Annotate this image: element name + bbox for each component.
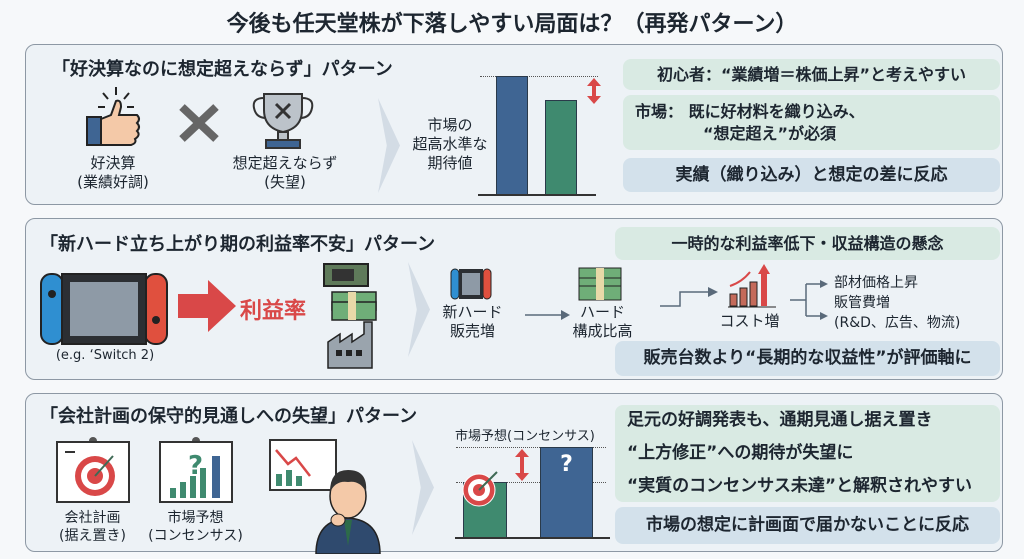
x-mark-icon <box>179 104 219 142</box>
note-market: 市場： 既に好材料を織り込み、 “想定超え”が必須 <box>623 95 1000 150</box>
consensus-label: 市場予想 (コンセンサス) <box>148 510 243 545</box>
flow-text: 構成比高 <box>572 321 633 340</box>
big-arrow-right-icon <box>178 280 236 332</box>
expectation-dotted-line <box>480 76 598 77</box>
no-beat-sub: (失望) <box>264 172 306 191</box>
flow-text: 販売増 <box>449 321 495 340</box>
flow-text: ハード <box>579 303 625 321</box>
chart-baseline <box>478 194 596 196</box>
consensus-dotted-line <box>456 447 606 448</box>
page-title: 今後も任天堂株が下落しやすい局面は？（再発パターン） <box>226 12 798 37</box>
double-arrow-icon <box>515 449 529 481</box>
trophy-x-icon <box>252 93 314 149</box>
target-board-icon <box>56 437 130 503</box>
cost-breakdown: 部材価格上昇 販管費増 (R&D、広告、物流) <box>834 273 960 333</box>
no-beat-text: 想定超えならず <box>232 154 338 172</box>
flow-cost-increase: コスト増 <box>719 312 780 330</box>
rising-cost-chart-icon <box>728 264 776 308</box>
expectation-label: 市場の 超高水準な 期待値 <box>405 116 495 172</box>
target-icon <box>462 471 498 507</box>
console-small-icon <box>450 268 492 300</box>
pattern2-heading: 「新ハード立ち上がり期の利益率不安」パターン <box>40 234 436 255</box>
note-line: 足元の好調発表も、通期見通し据え置き <box>627 410 933 430</box>
pattern3-conclusion: 市場の想定に計画面で届かないことに反応 <box>615 507 1000 544</box>
note-line: “上方修正”への期待が失望に <box>627 443 854 463</box>
plan-label: 会社計画 (据え置き) <box>50 510 135 545</box>
pattern3-heading: 「会社計画の保守的見通しへの失望」パターン <box>40 406 418 427</box>
note-line: “実質のコンセンサス未達”と解釈されやすい <box>627 476 973 496</box>
note-market-line1: 市場： 既に好材料を織り込み、 <box>635 101 865 121</box>
consensus-sub: (コンセンサス) <box>148 527 243 544</box>
pattern2-top-note: 一時的な利益率低下・収益構造の懸念 <box>615 227 1000 260</box>
consensus-bar: ? <box>540 447 593 538</box>
expectation-line: 期待値 <box>427 153 473 172</box>
plan-dotted-line <box>456 482 606 483</box>
pattern1-heading: 「好決算なのに想定超えならず」パターン <box>52 59 393 80</box>
elbow-arrow-icon <box>660 287 718 307</box>
good-results-sub: (業績好調) <box>77 172 149 191</box>
worried-businessman-icon <box>269 439 381 554</box>
flow-text: 新ハード <box>442 303 503 321</box>
cost-items-icon <box>323 263 377 369</box>
game-console-icon <box>40 273 168 345</box>
expectation-bar <box>496 76 528 195</box>
good-results-text: 好決算 <box>90 154 136 172</box>
plan-text: 会社計画 <box>64 510 121 526</box>
thumbs-up-icon <box>86 87 140 146</box>
consensus-board-icon: ? <box>159 437 233 503</box>
switch-label: (e.g. ‘Switch 2) <box>55 348 155 363</box>
no-beat-label: 想定超えならず (失望) <box>230 154 340 192</box>
bracket-arrows-icon <box>790 280 828 320</box>
consensus-text: 市場予想 <box>167 510 224 526</box>
cost-item: (R&D、広告、物流) <box>834 315 961 331</box>
good-results-label: 好決算 (業績好調) <box>63 154 163 192</box>
svg-text:?: ? <box>188 451 203 481</box>
pattern1-conclusion: 実績（織り込み）と想定の差に反応 <box>623 158 1000 192</box>
pattern3-notes: 足元の好調発表も、通期見通し据え置き “上方修正”への期待が失望に “実質のコンセン… <box>615 405 1000 502</box>
double-arrow-icon <box>587 78 601 104</box>
cost-item: 部材価格上昇 <box>834 275 918 291</box>
consensus-chart-label: 市場予想(コンセンサス) <box>455 429 595 444</box>
results-bar <box>545 100 577 195</box>
flow-hardware-ratio: ハード 構成比高 <box>565 303 640 341</box>
plan-sub: (据え置き) <box>59 527 126 544</box>
note-beginner: 初心者：“業績増＝株価上昇”と考えやすい <box>623 59 1000 90</box>
flow-new-hardware: 新ハード 販売増 <box>440 303 505 341</box>
expectation-line: 市場の <box>427 116 473 134</box>
chart-baseline <box>455 537 610 539</box>
margin-label: 利益率 <box>240 299 307 324</box>
arrow-right-icon <box>525 310 570 320</box>
money-icon <box>331 291 377 321</box>
note-market-line2: “想定超え”が必須 <box>703 123 837 143</box>
money-icon <box>578 267 622 301</box>
factory-icon <box>327 321 373 369</box>
pattern2-conclusion: 販売台数より“長期的な収益性”が評価軸に <box>615 341 1000 376</box>
expectation-line: 超高水準な <box>412 134 488 153</box>
cost-item: 販管費増 <box>834 295 890 311</box>
